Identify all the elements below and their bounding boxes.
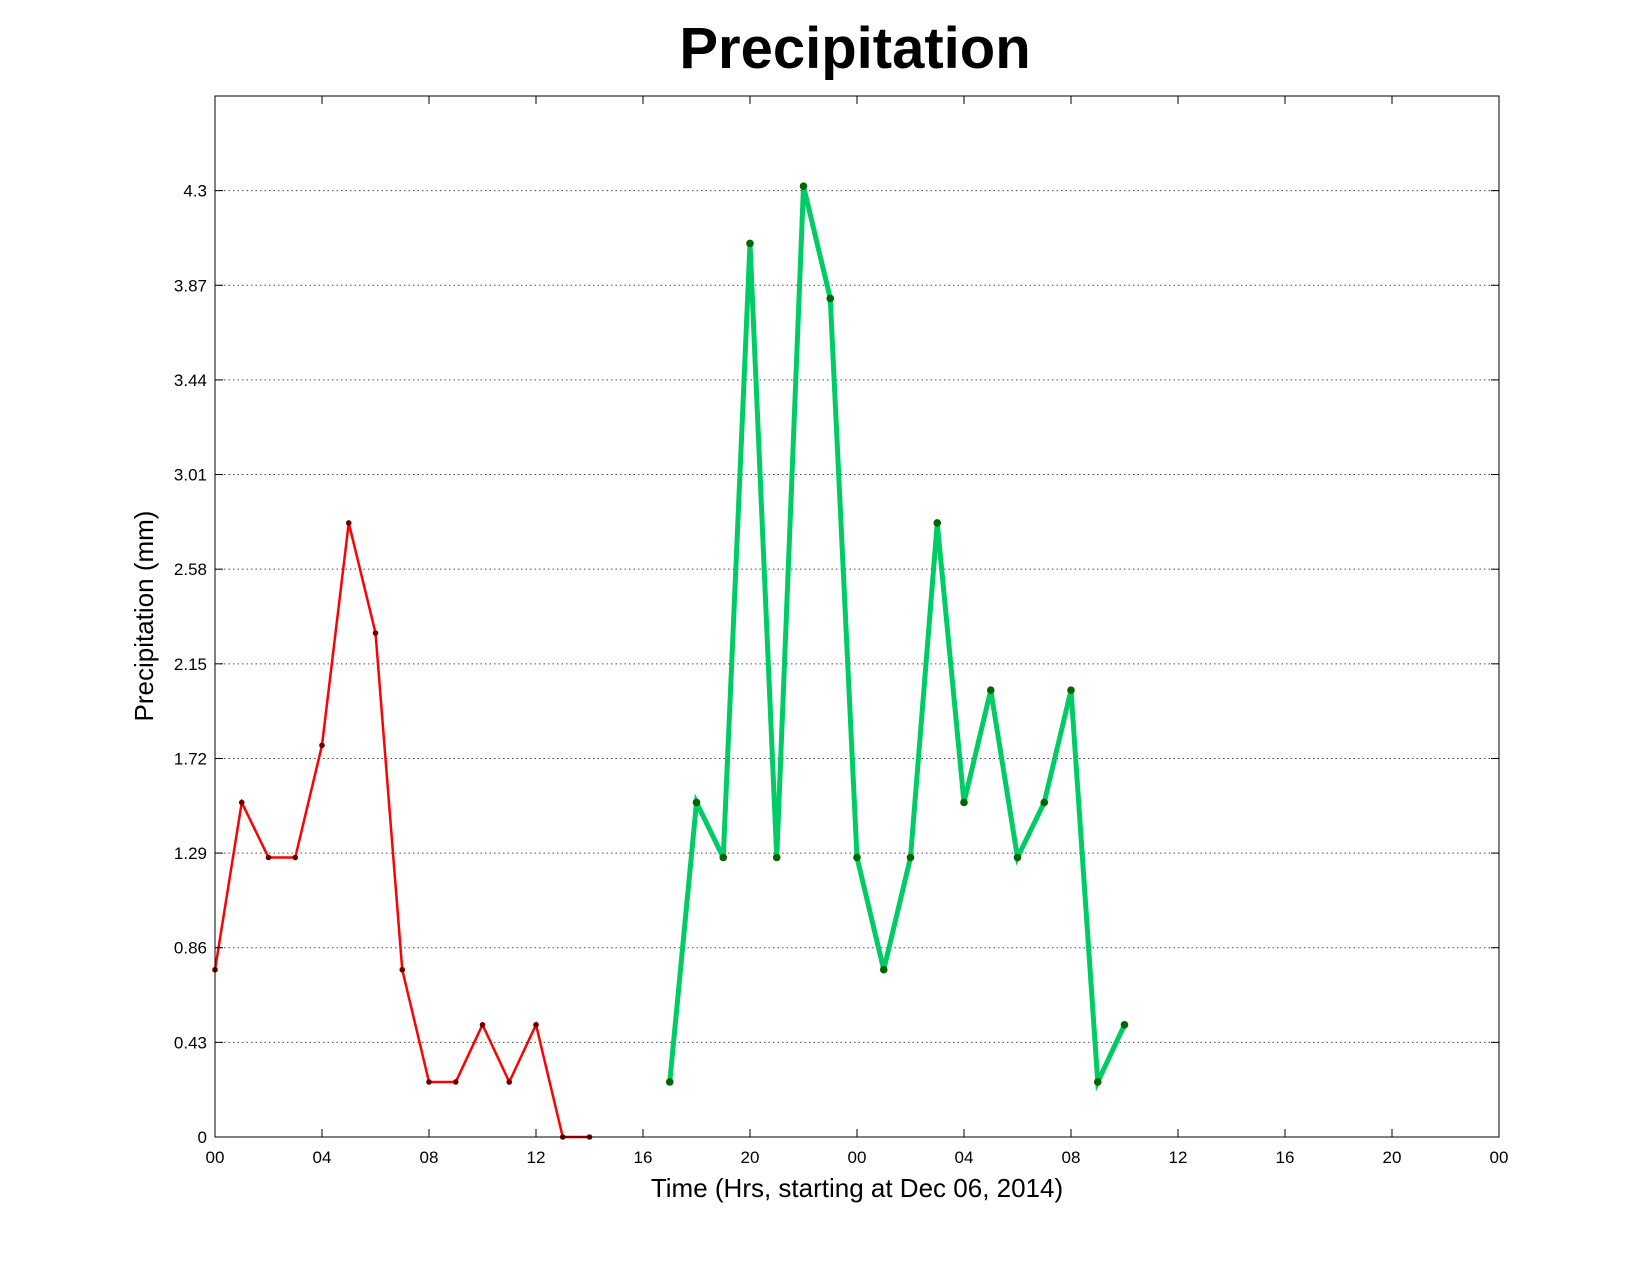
x-tick-label: 08 — [420, 1148, 439, 1167]
axis-ticks: 0 0.43 0.86 1.29 1.72 2.15 2.58 3.01 3.44 3.87 4.3… — [174, 96, 1509, 1167]
y-tick-label: 0.86 — [174, 939, 207, 958]
y-tick-label: 1.72 — [174, 749, 207, 768]
x-tick-label: 20 — [1383, 1148, 1402, 1167]
x-tick-label: 16 — [1276, 1148, 1295, 1167]
y-tick-label: 3.01 — [174, 466, 207, 485]
series-1-point — [506, 1079, 513, 1085]
x-axis-label: Time (Hrs, starting at Dec 06, 2014) — [651, 1173, 1063, 1203]
y-tick-label: 3.87 — [174, 276, 207, 295]
series-1-point — [533, 1021, 539, 1028]
series-2-point — [692, 798, 701, 807]
series-1-point — [345, 520, 352, 526]
series-1-point — [452, 1079, 459, 1085]
y-tick-label: 4.3 — [183, 182, 207, 201]
y-tick-label: 1.29 — [174, 844, 207, 863]
y-tick-label: 2.15 — [174, 655, 207, 674]
series-2-point — [772, 853, 781, 862]
series-1-point — [426, 1079, 432, 1085]
series-2-point — [1040, 798, 1049, 807]
series-2-point — [826, 294, 835, 303]
x-tick-label: 00 — [848, 1148, 867, 1167]
y-tick-label: 3.44 — [174, 371, 207, 390]
x-tick-label: 04 — [955, 1148, 974, 1167]
series-2-point — [933, 519, 942, 527]
series-layer — [212, 182, 1129, 1140]
series-2-point — [986, 686, 995, 695]
series-2-point — [906, 853, 915, 862]
series-1-line — [213, 522, 590, 1139]
series-2-point — [746, 239, 754, 248]
x-tick-label: 04 — [313, 1148, 332, 1167]
series-1-point — [238, 799, 245, 806]
x-tick-label: 20 — [741, 1148, 760, 1167]
series-2-point — [1093, 1078, 1102, 1086]
x-tick-label: 12 — [527, 1148, 546, 1167]
x-tick-label: 00 — [206, 1148, 225, 1167]
series-2-point — [1013, 853, 1022, 862]
series-2-point — [960, 798, 968, 807]
chart-title: Precipitation — [679, 16, 1030, 81]
series-1-point — [292, 854, 299, 861]
grid-lines — [215, 190, 1499, 1043]
series-1-point — [399, 966, 406, 973]
series-2-point — [853, 853, 861, 862]
series-2-point — [799, 182, 808, 191]
series-2-point — [665, 1078, 674, 1086]
series-1-point — [479, 1021, 486, 1028]
series-1-point — [265, 854, 272, 861]
series-2-point — [1120, 1020, 1129, 1029]
y-axis-label: Precipitation (mm) — [129, 511, 159, 722]
series-2-point — [1067, 686, 1075, 695]
x-tick-label: 08 — [1062, 1148, 1081, 1167]
y-tick-label: 2.58 — [174, 560, 207, 579]
series-1-point — [319, 742, 325, 749]
series-1-point — [372, 630, 379, 636]
plot-area-frame — [214, 95, 1500, 1138]
series-2-point — [879, 965, 888, 974]
y-tick-label: 0.43 — [174, 1033, 207, 1052]
x-tick-label: 16 — [634, 1148, 653, 1167]
x-tick-label: 00 — [1490, 1148, 1509, 1167]
series-2-point — [719, 853, 728, 862]
series-2-line — [667, 185, 1127, 1092]
x-tick-label: 12 — [1169, 1148, 1188, 1167]
y-tick-label: 0 — [198, 1128, 207, 1147]
